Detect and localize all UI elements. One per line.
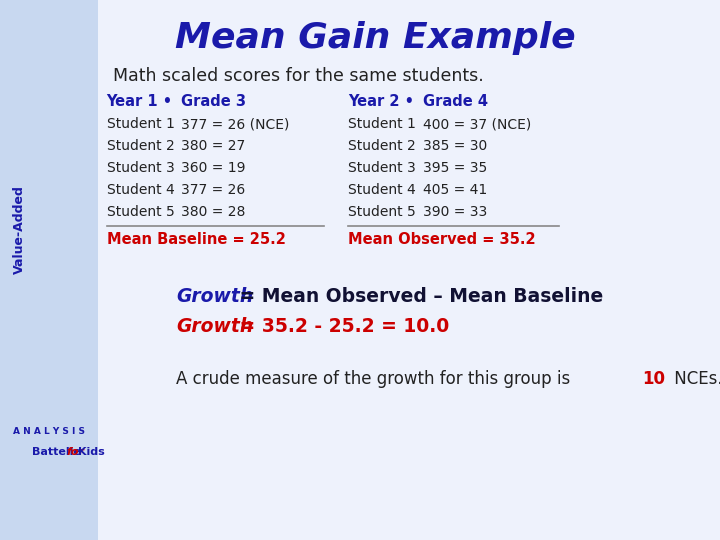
Text: 380 = 28: 380 = 28	[181, 205, 245, 219]
Text: Student 2: Student 2	[348, 139, 415, 153]
Text: 377 = 26: 377 = 26	[181, 183, 245, 197]
Text: Mean Observed = 35.2: Mean Observed = 35.2	[348, 232, 536, 246]
Text: Student 4: Student 4	[107, 183, 174, 197]
Text: for: for	[66, 447, 84, 457]
Text: A crude measure of the growth for this group is: A crude measure of the growth for this g…	[176, 370, 576, 388]
Text: Student 2: Student 2	[107, 139, 174, 153]
Text: Kids: Kids	[78, 447, 104, 457]
Text: Student 1: Student 1	[348, 117, 416, 131]
Text: 405 = 41: 405 = 41	[423, 183, 487, 197]
Text: Student 1: Student 1	[107, 117, 174, 131]
Text: = 35.2 - 25.2 = 10.0: = 35.2 - 25.2 = 10.0	[233, 318, 449, 336]
Text: 400 = 37 (NCE): 400 = 37 (NCE)	[423, 117, 531, 131]
Text: Battelle: Battelle	[32, 447, 81, 457]
Text: Growth: Growth	[176, 287, 253, 307]
Text: 380 = 27: 380 = 27	[181, 139, 245, 153]
Text: Grade 3: Grade 3	[181, 94, 246, 110]
Text: = Mean Observed – Mean Baseline: = Mean Observed – Mean Baseline	[233, 287, 603, 307]
Text: 395 = 35: 395 = 35	[423, 161, 487, 175]
Text: 360 = 19: 360 = 19	[181, 161, 246, 175]
Text: Mean Gain Example: Mean Gain Example	[175, 21, 575, 55]
FancyBboxPatch shape	[0, 0, 651, 540]
FancyBboxPatch shape	[0, 0, 98, 540]
Text: 377 = 26 (NCE): 377 = 26 (NCE)	[181, 117, 289, 131]
Text: A N A L Y S I S: A N A L Y S I S	[13, 428, 85, 436]
Text: Value-Added: Value-Added	[14, 186, 27, 274]
Text: 385 = 30: 385 = 30	[423, 139, 487, 153]
Text: Grade 4: Grade 4	[423, 94, 488, 110]
Text: Student 5: Student 5	[107, 205, 174, 219]
Text: Student 4: Student 4	[348, 183, 415, 197]
Text: Year 2 •: Year 2 •	[348, 94, 414, 110]
Text: Student 5: Student 5	[348, 205, 415, 219]
Text: Year 1 •: Year 1 •	[107, 94, 173, 110]
Text: 10: 10	[642, 370, 665, 388]
Text: NCEs.: NCEs.	[669, 370, 720, 388]
Text: 390 = 33: 390 = 33	[423, 205, 487, 219]
Text: Mean Baseline = 25.2: Mean Baseline = 25.2	[107, 232, 286, 246]
Text: Growth: Growth	[176, 318, 253, 336]
Text: Math scaled scores for the same students.: Math scaled scores for the same students…	[113, 67, 484, 85]
Text: Student 3: Student 3	[107, 161, 174, 175]
Text: Student 3: Student 3	[348, 161, 415, 175]
